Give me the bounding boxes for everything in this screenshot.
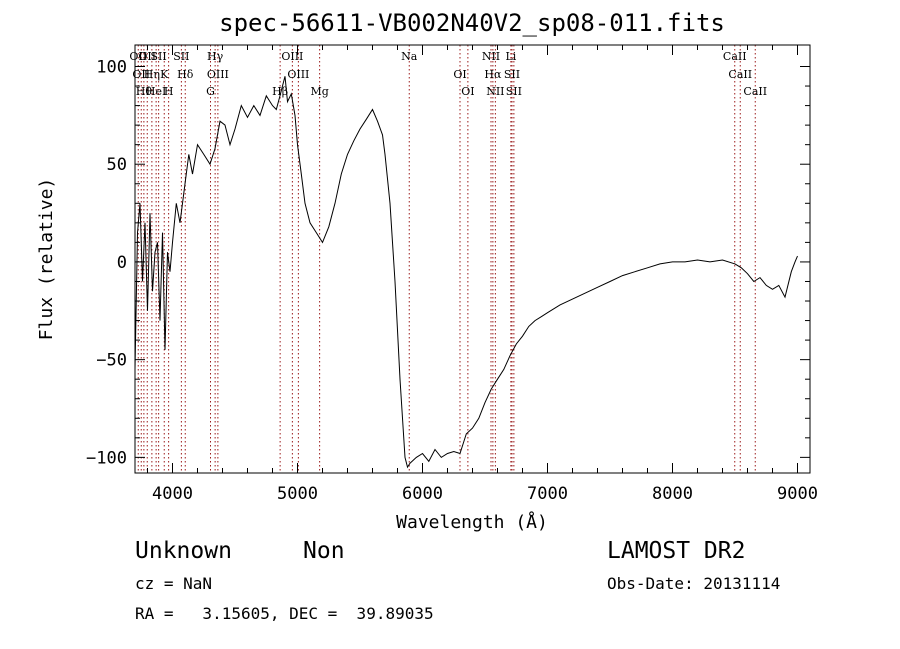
line-marker-label: Hα — [484, 68, 502, 81]
line-marker-label: CaII — [723, 50, 747, 63]
line-marker-label: OII — [138, 50, 156, 63]
y-tick-label: −50 — [96, 351, 127, 371]
line-marker-label: OI — [453, 68, 466, 81]
x-tick-label: 5000 — [277, 484, 318, 504]
line-marker-label: SII — [506, 85, 522, 98]
line-marker-label: Hδ — [177, 68, 194, 81]
line-marker-label: K — [160, 68, 169, 81]
line-marker-label: OII — [129, 50, 147, 63]
marker-labels: OIIOIIHθOIIHηHeISIIKHSIIHδGHγOIIIHβOIIIO… — [129, 50, 767, 98]
line-marker-label: Mg — [310, 85, 328, 98]
y-axis-label: Flux (relative) — [36, 178, 57, 341]
chart-title: spec-56611-VB002N40V2_sp08-011.fits — [219, 9, 725, 37]
survey-name: LAMOST DR2 — [607, 538, 746, 564]
line-marker-label: OI — [461, 85, 474, 98]
redshift-cz: cz = NaN — [135, 574, 213, 593]
y-tick-label: 0 — [117, 253, 127, 273]
x-axis-ticks: 4000 5000 6000 7000 8000 9000 — [147, 45, 818, 504]
x-tick-label: 4000 — [152, 484, 193, 504]
line-marker-label: H — [164, 85, 174, 98]
obs-date: Obs-Date: 20131114 — [607, 574, 781, 593]
line-marker-label: HeI — [146, 85, 166, 98]
spectrum-line — [134, 76, 798, 469]
y-axis-ticks: −100 −50 0 50 100 — [86, 57, 810, 468]
line-marker-label: Hθ — [136, 85, 153, 98]
x-axis-label: Wavelength (Å) — [396, 511, 548, 533]
line-markers — [137, 45, 756, 473]
x-tick-label: 6000 — [402, 484, 443, 504]
line-marker-label: OII — [132, 68, 150, 81]
x-tick-label: 7000 — [527, 484, 568, 504]
line-marker-label: Li — [505, 50, 516, 63]
line-marker-label: NII — [486, 85, 504, 98]
line-marker-label: Hβ — [272, 85, 288, 98]
coordinates: RA = 3.15605, DEC = 39.89035 — [135, 604, 434, 623]
line-marker-label: Na — [401, 50, 418, 63]
y-tick-label: −100 — [86, 448, 127, 468]
x-tick-label: 9000 — [777, 484, 818, 504]
line-marker-label: CaII — [743, 85, 767, 98]
y-tick-label: 50 — [107, 155, 127, 175]
line-marker-label: OIII — [287, 68, 309, 81]
line-marker-label: SII — [151, 50, 167, 63]
plot-frame — [134, 44, 811, 474]
line-marker-label: G — [206, 85, 215, 98]
x-tick-label: 8000 — [652, 484, 693, 504]
object-subclass: Non — [303, 538, 345, 564]
line-marker-label: NII — [482, 50, 500, 63]
line-marker-label: CaII — [728, 68, 752, 81]
line-marker-label: OIII — [281, 50, 303, 63]
object-class: Unknown — [135, 538, 232, 564]
line-marker-label: OIII — [207, 68, 229, 81]
line-marker-label: SII — [173, 50, 189, 63]
line-marker-label: Hη — [144, 68, 160, 81]
line-marker-label: Hγ — [207, 50, 224, 63]
y-tick-label: 100 — [96, 57, 127, 77]
line-marker-label: SII — [504, 68, 520, 81]
